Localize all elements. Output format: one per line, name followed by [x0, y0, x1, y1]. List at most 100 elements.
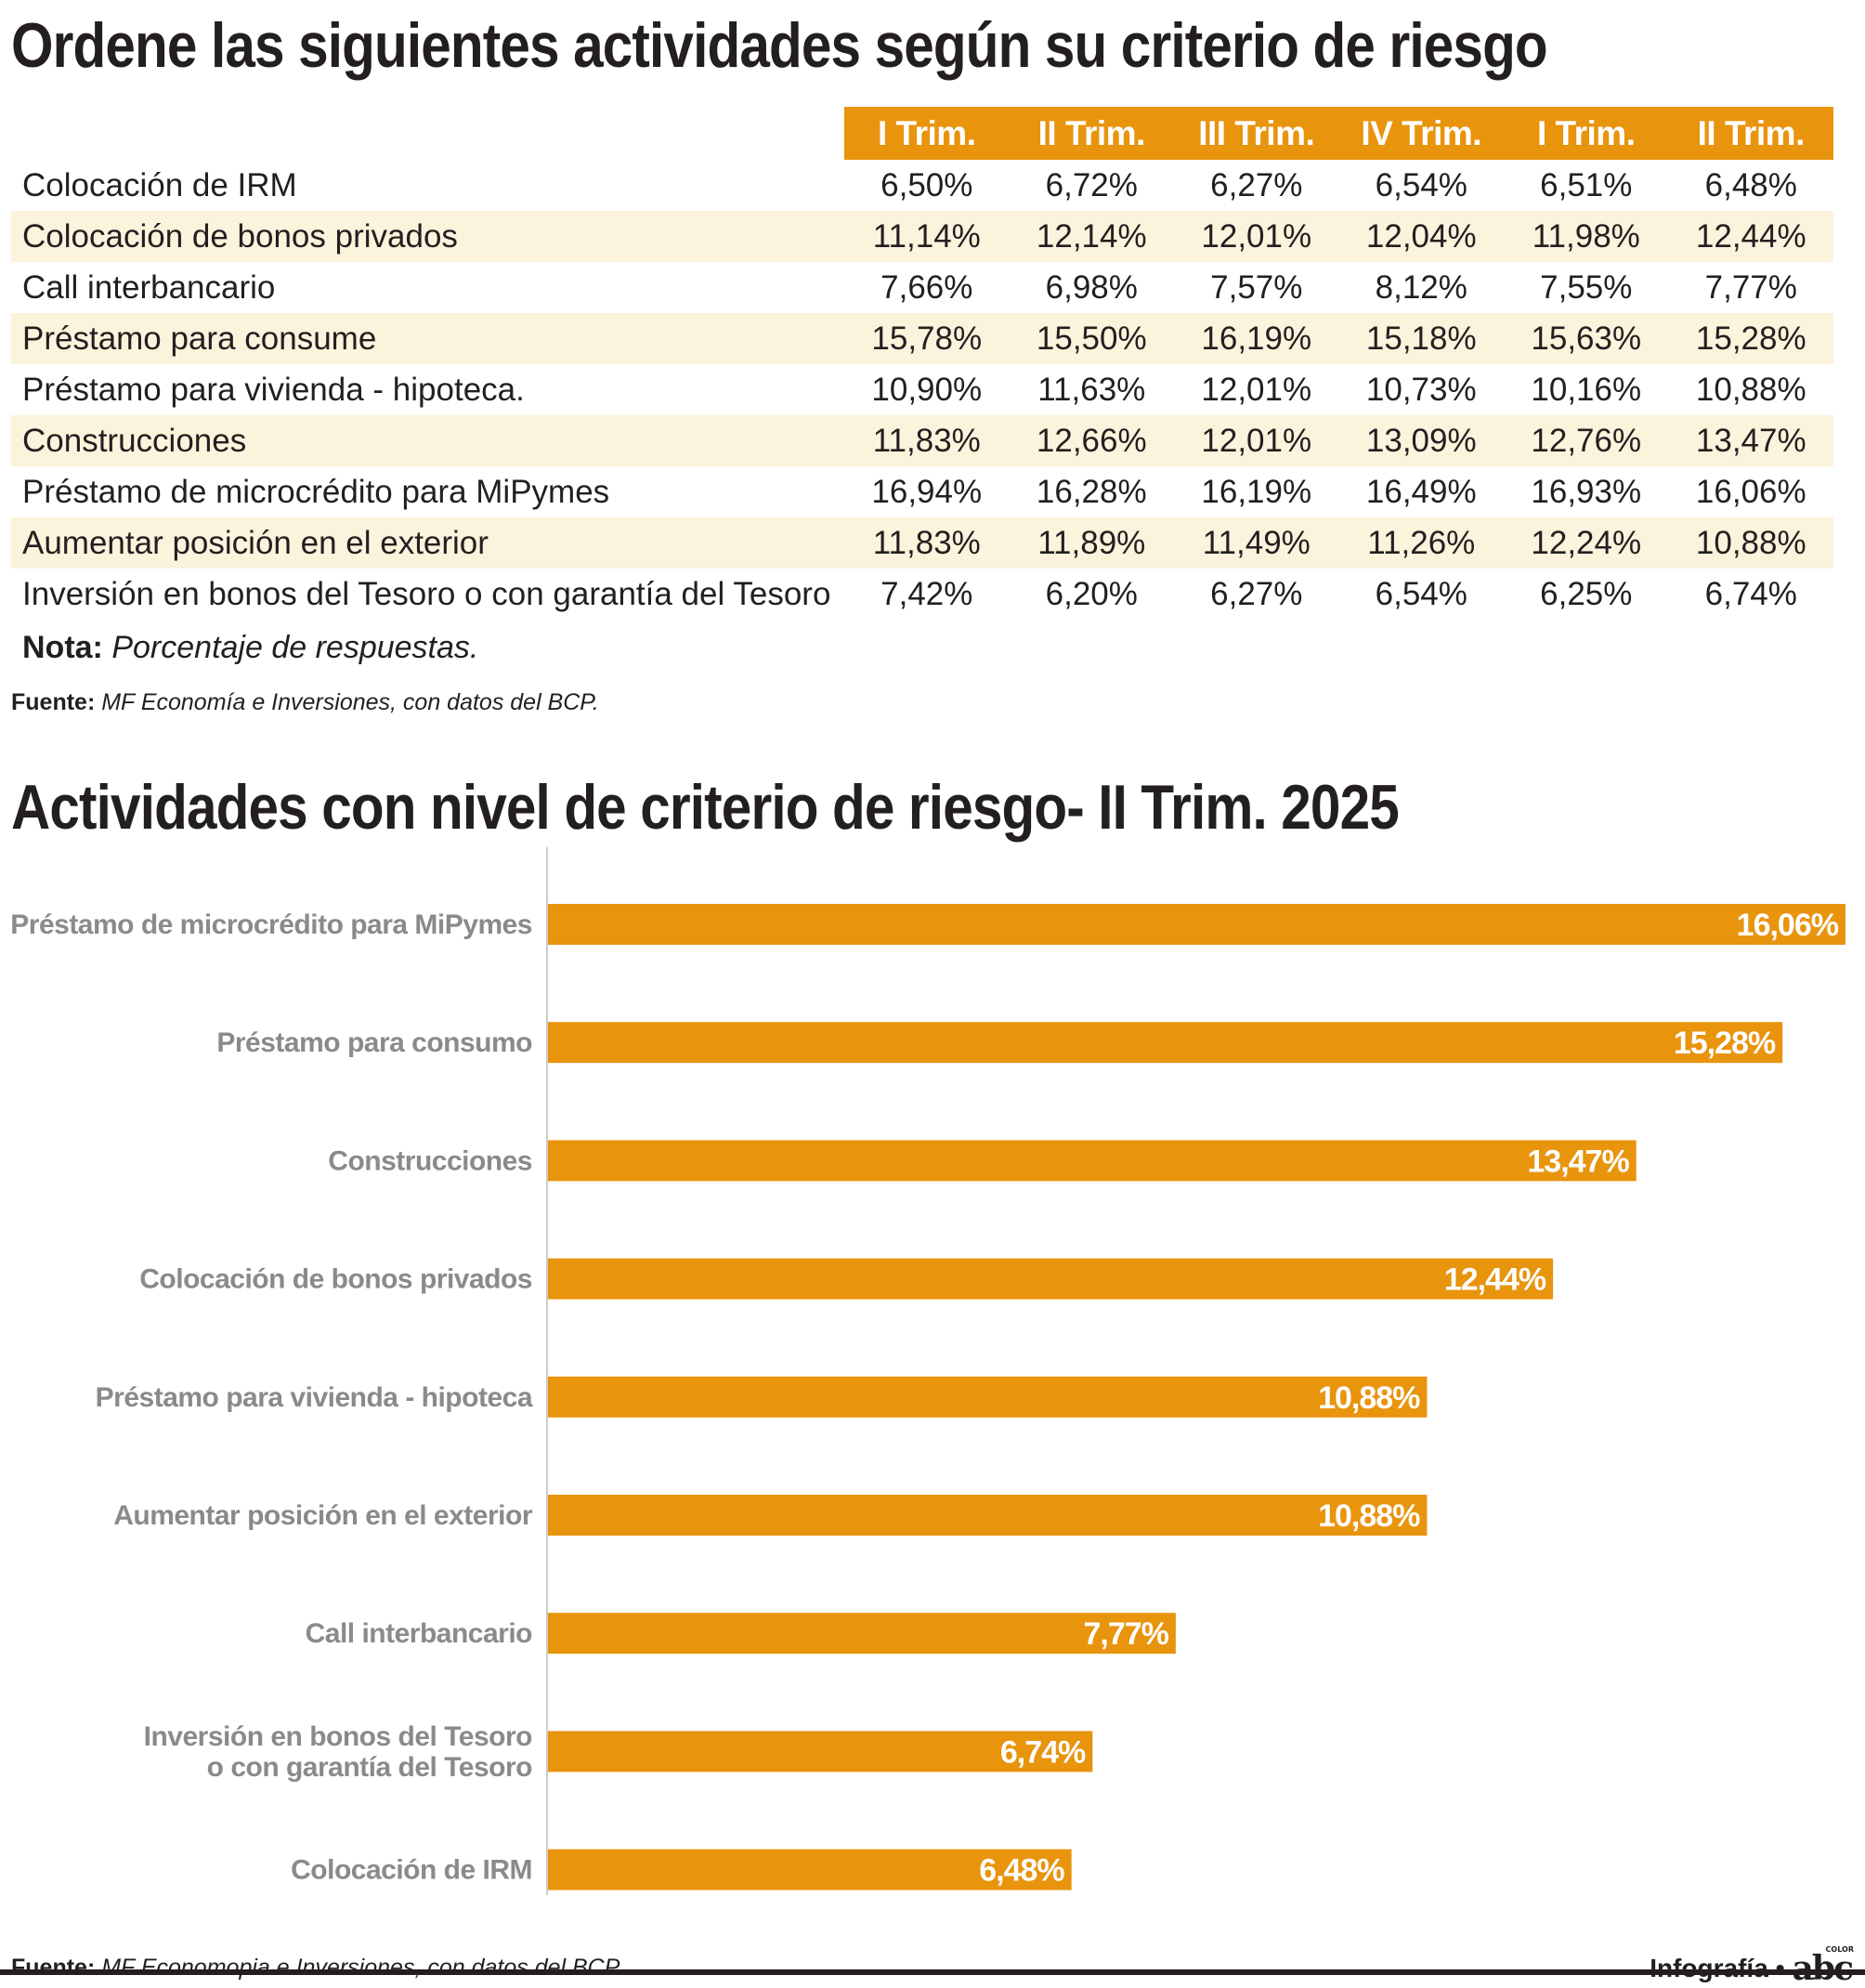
row-label: Call interbancario [22, 268, 276, 306]
table-cell: 7,57% [1210, 268, 1303, 306]
table-cell: 12,44% [1668, 211, 1833, 262]
table-cell: 11,83% [844, 415, 1010, 466]
category-label: Aumentar posición en el exterior [113, 1500, 533, 1531]
column-header: I Trim. [1504, 107, 1669, 160]
table-cell: 12,66% [1009, 415, 1174, 466]
table-row: Colocación de bonos privados 11,14% 12,14%… [11, 211, 1833, 262]
table-cell: 7,77% [1704, 268, 1797, 306]
abc-logo: abc COLOR [1792, 1945, 1854, 1988]
table-row: Inversión en bonos del Tesoro o con gara… [11, 569, 1833, 620]
row-label: Colocación de IRM [22, 166, 297, 203]
table-cell: 15,63% [1504, 313, 1669, 364]
table-cell: 15,78% [844, 313, 1010, 364]
table-cell: 6,72% [1045, 166, 1138, 203]
row-label: Préstamo para consume [11, 313, 844, 364]
table-cell: 16,19% [1201, 473, 1312, 510]
table-header-blank [11, 107, 844, 160]
table-cell: 7,42% [880, 575, 973, 612]
bar-value-label: 13,47% [1527, 1144, 1629, 1179]
table-title: Ordene las siguientes actividades según … [11, 10, 1548, 81]
table-cell: 15,28% [1668, 313, 1833, 364]
bar-value-label: 7,77% [1083, 1616, 1168, 1652]
category-label: Préstamo para vivienda - hipoteca [96, 1382, 533, 1413]
column-header: II Trim. [1009, 107, 1174, 160]
table-cell: 16,28% [1036, 473, 1147, 510]
category-label: Préstamo para consumo [216, 1027, 532, 1058]
logo-sub: COLOR [1825, 1945, 1854, 1954]
category-label: Call interbancario [306, 1618, 533, 1649]
row-label: Inversión en bonos del Tesoro o con gara… [22, 575, 831, 612]
table-cell: 15,18% [1338, 313, 1504, 364]
table-cell: 13,47% [1668, 415, 1833, 466]
table-cell: 6,54% [1375, 166, 1467, 203]
table-row: Préstamo para vivienda - hipoteca. 10,90%… [11, 364, 1833, 415]
bar [548, 1376, 1428, 1418]
table-cell: 6,51% [1540, 166, 1633, 203]
bar [548, 1613, 1176, 1654]
note-label: Nota: [22, 630, 103, 665]
source-label: Fuente: [11, 1955, 96, 1981]
category-label: Construcciones [328, 1145, 532, 1176]
table-cell: 6,48% [1704, 166, 1797, 203]
logo-text: abc [1792, 1949, 1854, 1988]
bar-value-label: 16,06% [1737, 908, 1839, 943]
table-cell: 15,50% [1009, 313, 1174, 364]
column-header: II Trim. [1668, 107, 1833, 160]
credit-separator: • [1775, 1954, 1785, 1982]
bar [548, 1140, 1637, 1182]
table-cell: 11,89% [1009, 517, 1174, 569]
row-label: Préstamo de microcrédito para MiPymes [22, 473, 610, 510]
table-cell: 11,49% [1174, 517, 1339, 569]
row-label: Aumentar posición en el exterior [11, 517, 844, 569]
table-cell: 6,54% [1375, 575, 1467, 612]
table-cell: 10,73% [1365, 371, 1477, 408]
bar-value-label: 10,88% [1318, 1380, 1420, 1416]
table-cell: 11,63% [1037, 371, 1146, 408]
bar [548, 1731, 1093, 1772]
category-label: Colocación de IRM [291, 1855, 532, 1886]
column-header: I Trim. [844, 107, 1010, 160]
source-text: MF Economopia e Inversiones, con datos d… [101, 1955, 624, 1981]
credit-text: Infografía [1650, 1954, 1768, 1982]
source-label: Fuente: [11, 689, 96, 715]
bar-chart: 16,06% Préstamo de microcrédito para MiPy… [10, 847, 1845, 1895]
table-cell: 6,25% [1540, 575, 1633, 612]
table-source: Fuente: MF Economía e Inversiones, con d… [11, 689, 599, 716]
table-cell: 10,88% [1668, 517, 1833, 569]
table-cell: 12,14% [1009, 211, 1174, 262]
row-label: Construcciones [11, 415, 844, 466]
table-cell: 12,76% [1504, 415, 1669, 466]
table-cell: 6,98% [1045, 268, 1138, 306]
bar-value-label: 6,48% [979, 1853, 1064, 1889]
table-row: Construcciones 11,83% 12,66% 12,01% 13,09% 12… [11, 415, 1833, 466]
chart-source: Fuente: MF Economopia e Inversiones, con… [11, 1955, 623, 1981]
table-cell: 13,09% [1338, 415, 1504, 466]
table-cell: 7,66% [880, 268, 973, 306]
table-cell: 6,50% [880, 166, 973, 203]
column-header: IV Trim. [1338, 107, 1504, 160]
category-label: o con garantía del Tesoro [207, 1752, 533, 1783]
category-label: Préstamo de microcrédito para MiPymes [10, 909, 532, 940]
category-label: Inversión en bonos del Tesoro [144, 1721, 533, 1752]
credit: Infografía • abc COLOR [1650, 1945, 1854, 1988]
table-cell: 16,93% [1531, 473, 1642, 510]
bar-value-label: 6,74% [1000, 1734, 1086, 1770]
table-cell: 11,83% [844, 517, 1010, 569]
table-cell: 6,74% [1704, 575, 1797, 612]
table-cell: 12,24% [1504, 517, 1669, 569]
bar [548, 1849, 1072, 1890]
table-cell: 10,16% [1531, 371, 1642, 408]
table-cell: 12,04% [1338, 211, 1504, 262]
risk-table: I Trim. II Trim. III Trim. IV Trim. I Tr… [11, 107, 1833, 620]
table-cell: 10,88% [1695, 371, 1806, 408]
table-cell: 10,90% [871, 371, 983, 408]
table-row: Préstamo de microcrédito para MiPymes 16,… [11, 466, 1833, 517]
table-cell: 6,27% [1210, 575, 1303, 612]
table-cell: 16,19% [1174, 313, 1339, 364]
table-cell: 12,01% [1174, 415, 1339, 466]
row-label: Colocación de bonos privados [11, 211, 844, 262]
bar [548, 904, 1845, 945]
table-cell: 16,94% [871, 473, 983, 510]
table-cell: 6,20% [1045, 575, 1138, 612]
table-cell: 12,01% [1201, 371, 1312, 408]
